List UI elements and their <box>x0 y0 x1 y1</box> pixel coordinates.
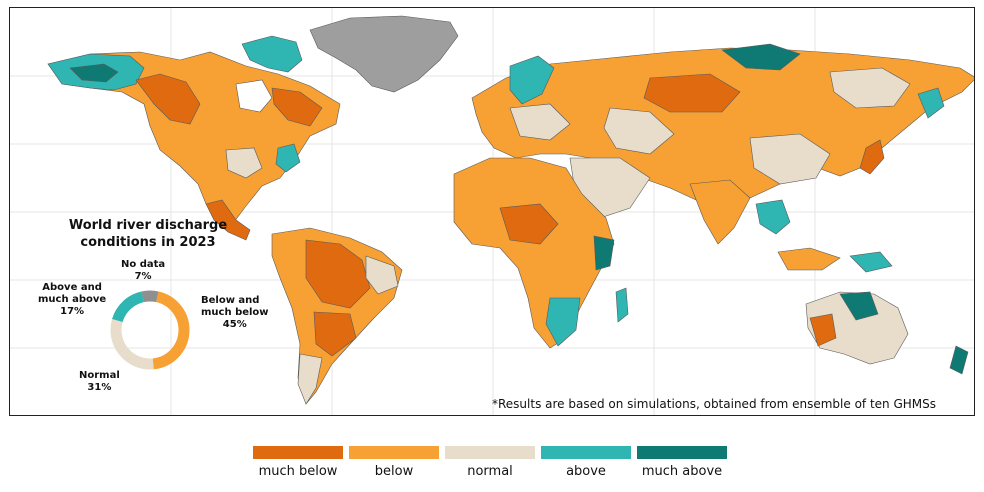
west-africa-region <box>499 203 559 245</box>
madagascar-region <box>615 287 629 323</box>
legend-item-much-below: much below <box>253 446 343 479</box>
pie-label-below-line1: Below and <box>201 295 260 306</box>
pie-label-normal: Normal 31% <box>79 370 120 394</box>
pie-label-above: Above and much above 17% <box>38 282 106 318</box>
pie-title: World river discharge conditions in 2023 <box>58 217 238 251</box>
scandinavia-region <box>509 55 555 105</box>
central-asia-region <box>603 107 675 155</box>
legend-item-much-above: much above <box>637 446 727 479</box>
india-region <box>689 179 751 245</box>
north-australia-region <box>839 291 879 321</box>
donut-slice-normal <box>110 318 154 370</box>
legend-swatch-normal <box>445 446 535 459</box>
pie-title-line1: World river discharge <box>68 218 228 233</box>
pie-label-below-line2: much below <box>201 307 269 318</box>
simulation-note: *Results are based on simulations, obtai… <box>492 397 937 411</box>
mexico-region <box>205 199 251 241</box>
world-map <box>9 7 975 416</box>
pie-label-below: Below and much below 45% <box>201 295 269 331</box>
pie-label-nodata-line1: No data <box>121 259 166 270</box>
patagonia-region <box>297 353 323 405</box>
map-canvas <box>10 8 974 415</box>
pie-label-normal-line1: Normal <box>79 370 120 381</box>
legend-label-much-above: much above <box>641 464 723 479</box>
siberia-north-region <box>721 43 801 71</box>
south-africa-region <box>545 297 581 347</box>
pie-title-line2: conditions in 2023 <box>80 235 216 250</box>
donut-slice-nodata <box>141 290 159 303</box>
legend-label-normal: normal <box>467 464 513 479</box>
far-east-region <box>829 67 911 109</box>
pie-label-normal-percent: 31% <box>87 382 112 393</box>
western-canada-region <box>135 73 201 125</box>
pie-label-below-percent: 45% <box>222 319 247 330</box>
legend-swatch-below <box>349 446 439 459</box>
quebec-region <box>271 87 323 127</box>
south-brazil-region <box>313 311 357 357</box>
legend-swatch-above <box>541 446 631 459</box>
ne-brazil-region <box>365 255 399 295</box>
legend-item-above: above <box>541 446 631 479</box>
discharge-donut-chart <box>110 290 190 370</box>
amazon-region <box>305 239 371 309</box>
china-region <box>749 133 831 185</box>
legend-label-above: above <box>566 464 606 479</box>
legend-label-much-below: much below <box>258 464 338 479</box>
legend-swatch-much-below <box>253 446 343 459</box>
legend-swatch-much-above <box>637 446 727 459</box>
legend-item-normal: normal <box>445 446 535 479</box>
siberia-mid-region <box>643 73 741 113</box>
donut-slice-above <box>112 291 145 323</box>
hudson-bay <box>235 79 273 113</box>
papua-region <box>849 251 893 273</box>
legend-label-below: below <box>374 464 414 479</box>
pie-label-above-percent: 17% <box>60 306 85 317</box>
arctic-islands-region <box>241 35 303 73</box>
map-legend: much below below normal above much above <box>253 446 729 486</box>
east-africa-region <box>593 235 615 271</box>
greenland-region <box>309 15 459 93</box>
kamchatka-region <box>917 87 945 119</box>
se-asia-region <box>755 199 791 235</box>
indonesia-region <box>777 247 841 271</box>
us-east-region <box>275 143 301 173</box>
pie-label-above-line2: much above <box>38 294 107 305</box>
legend-item-below: below <box>349 446 439 479</box>
pie-label-above-line1: Above and <box>42 282 102 293</box>
east-europe-region <box>509 103 571 141</box>
us-midwest-region <box>225 147 263 179</box>
nw-canada-region <box>69 63 119 83</box>
pie-label-nodata-percent: 7% <box>134 271 152 282</box>
west-australia-region <box>809 313 837 347</box>
pie-label-nodata: No data 7% <box>121 259 165 283</box>
donut-slice-below <box>152 291 190 370</box>
japan-region <box>859 139 885 175</box>
new-zealand-region <box>949 345 969 375</box>
